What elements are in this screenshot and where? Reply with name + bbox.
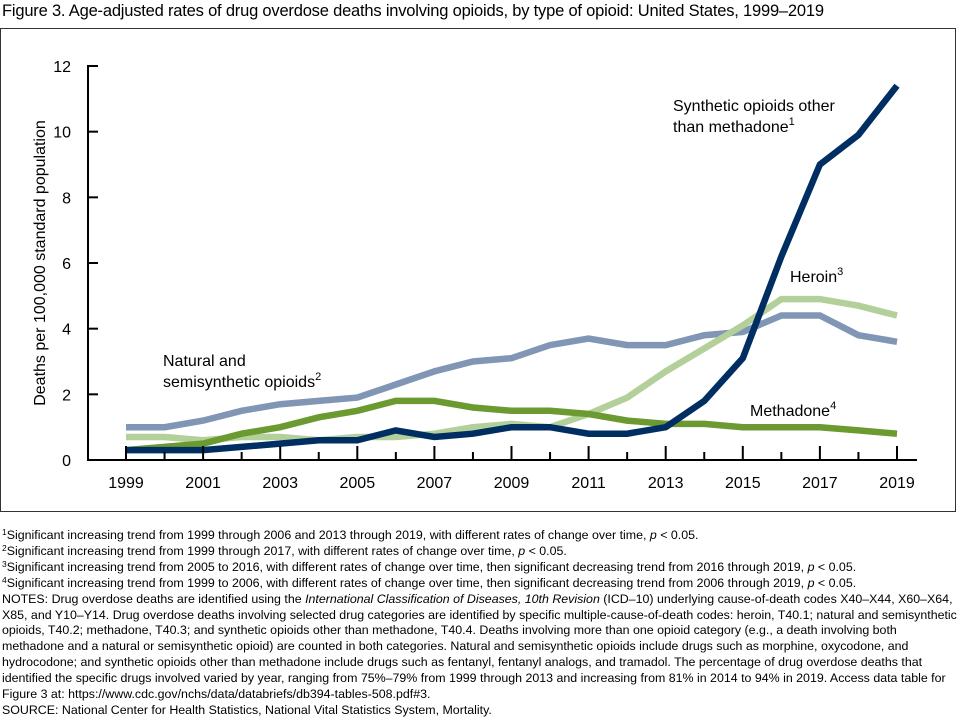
footnote-ref: 1 <box>2 527 7 537</box>
notes-lead: NOTES: Drug overdose deaths are identifi… <box>2 591 306 606</box>
series-label-line: Methadone <box>750 403 830 420</box>
x-tick-label: 2005 <box>340 475 376 492</box>
y-axis-label: Deaths per 100,000 standard population <box>32 120 49 406</box>
x-tick-label: 2009 <box>494 475 530 492</box>
series-line-methadone <box>125 397 898 454</box>
series-line-heroin <box>126 295 898 444</box>
footnote: 4Significant increasing trend from 1999 … <box>2 574 857 590</box>
series-label-line: than methadone <box>673 119 789 136</box>
y-tick-label: 4 <box>62 322 71 339</box>
footnote-list: 1Significant increasing trend from 1999 … <box>2 528 958 592</box>
x-tick-label: 2003 <box>262 475 298 492</box>
series-line-natural-and-semisynthetic-opioids <box>126 312 898 431</box>
notes-paragraph: NOTES: Drug overdose deaths are identifi… <box>2 592 958 703</box>
y-tick-label: 2 <box>62 387 71 404</box>
footnote-ref: 4 <box>2 574 7 585</box>
chart-frame <box>0 28 956 512</box>
footnote-ref: 3 <box>2 558 7 569</box>
footnote-ref: 3 <box>837 266 843 278</box>
series-label: Synthetic opioids other than methadone1 <box>673 98 836 136</box>
x-tick-label: 2019 <box>879 475 915 492</box>
footnote: 1Significant increasing trend from 1999 … <box>2 527 699 542</box>
x-tick-label: 2011 <box>571 475 606 492</box>
y-tick-label: 10 <box>53 125 71 142</box>
icd-name: International Classification of Diseases… <box>305 591 600 606</box>
series-line-synthetic-opioids-other-than-methadone <box>126 83 900 454</box>
x-tick-label: 2013 <box>648 475 684 492</box>
notes-body: (ICD–10) underlying cause-of-death codes… <box>2 591 957 702</box>
x-tick-label: 2017 <box>802 475 838 492</box>
x-tick-label: 2007 <box>417 475 453 492</box>
footnote-ref: 2 <box>2 542 7 553</box>
x-tick-label: 1999 <box>108 475 144 492</box>
y-tick-label: 6 <box>62 256 71 273</box>
footnote-ref: 1 <box>789 116 795 128</box>
series-label: Methadone4 <box>750 400 836 420</box>
series-label-line: semisynthetic opioids <box>163 374 315 391</box>
footnotes: 1Significant increasing trend from 1999 … <box>2 528 958 719</box>
y-tick-label: 12 <box>53 59 71 76</box>
series-label-line: Heroin <box>790 269 837 286</box>
y-tick-label: 8 <box>62 190 71 207</box>
x-tick-label: 2001 <box>185 475 221 492</box>
footnote-ref: 2 <box>315 371 321 383</box>
series-label-line: Natural and <box>163 353 246 370</box>
figure-title: Figure 3. Age-adjusted rates of drug ove… <box>2 2 824 20</box>
series-label-line: Synthetic opioids other <box>673 98 836 115</box>
series-labels: Natural and semisynthetic opioids2 Heroin3… <box>163 98 843 420</box>
source-line: SOURCE: National Center for Health Stati… <box>2 702 492 717</box>
footnote: 3Significant increasing trend from 2005 … <box>2 558 857 574</box>
footnote-ref: 4 <box>830 400 836 412</box>
series-lines <box>125 83 900 454</box>
series-label: Heroin3 <box>790 266 843 286</box>
series-label: Natural and semisynthetic opioids2 <box>163 353 321 391</box>
x-tick-label: 2015 <box>725 475 761 492</box>
y-tick-label: 0 <box>62 453 71 470</box>
footnote: 2Significant increasing trend from 1999 … <box>2 542 567 558</box>
